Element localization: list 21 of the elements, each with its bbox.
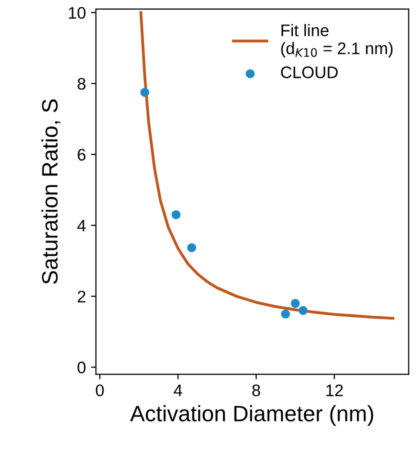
y-tick-label: 8: [78, 78, 86, 90]
y-tick-label: 2: [78, 290, 86, 302]
legend-label: Fit line (d$_{K10}$ = 2.1 nm): [281, 24, 393, 58]
y-axis-title: Saturation Ratio, S: [41, 99, 60, 284]
y-tick-label: 6: [78, 148, 86, 161]
line-series: [139, 11, 394, 320]
x-tick-label: 8: [252, 384, 260, 396]
y-tick-label: 0: [78, 362, 86, 374]
x-tick-label: 0: [96, 384, 104, 396]
point: [290, 298, 300, 308]
point: [298, 306, 308, 315]
point: [281, 310, 290, 319]
point: [187, 243, 196, 252]
point: [172, 210, 181, 220]
y-tick-label: 10: [68, 6, 86, 19]
y-tick-label: 4: [77, 220, 86, 232]
x-tick-label: 12: [326, 384, 343, 396]
x-tick-label: 4: [174, 384, 182, 396]
x-axis-title: Activation Diameter (nm): [130, 405, 374, 426]
legend-label: CLOUD: [281, 66, 338, 78]
point: [140, 88, 150, 97]
